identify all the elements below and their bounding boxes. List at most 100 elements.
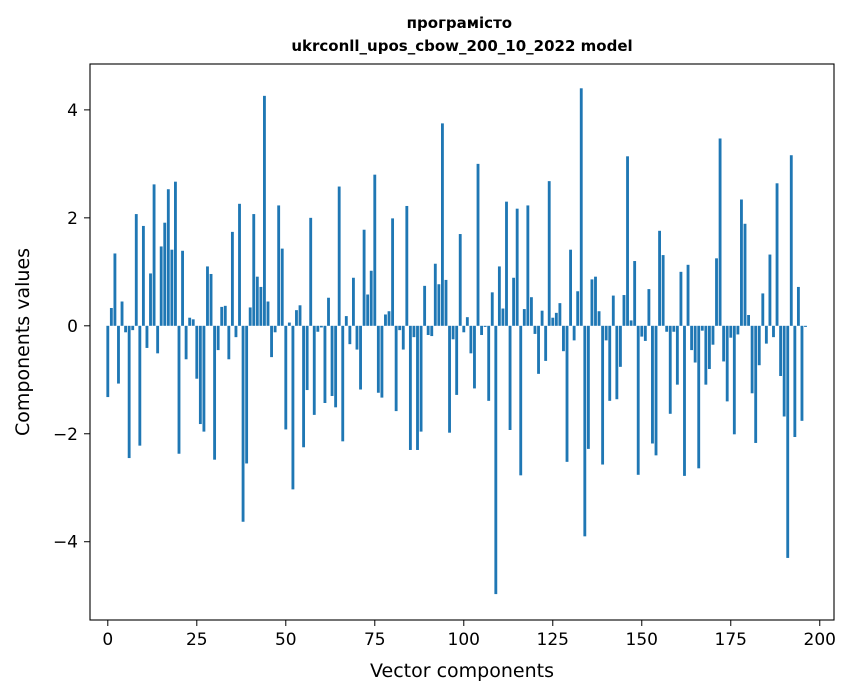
bar-179 — [743, 223, 747, 326]
bar-19 — [174, 181, 177, 326]
bar-30 — [213, 325, 217, 460]
bar-111 — [501, 308, 505, 326]
bar-51 — [287, 322, 291, 326]
bar-35 — [230, 231, 234, 326]
bar-180 — [747, 315, 750, 326]
bar-191 — [786, 325, 790, 558]
bar-120 — [533, 325, 537, 334]
bar-18 — [170, 249, 174, 326]
bar-136 — [590, 279, 594, 326]
bar-135 — [586, 325, 590, 449]
bar-170 — [711, 325, 715, 345]
bar-33 — [223, 305, 227, 326]
x-axis-ticks: 0 25 50 75 100 125 150 175 200 — [102, 620, 836, 650]
y-tick-label-0: 0 — [67, 317, 78, 337]
bar-52 — [291, 325, 295, 490]
bar-45 — [266, 301, 270, 326]
bar-38 — [241, 325, 245, 522]
bar-133 — [579, 88, 583, 326]
bar-130 — [569, 249, 572, 326]
bar-134 — [583, 325, 587, 537]
bar-22 — [184, 325, 188, 360]
bar-181 — [750, 325, 754, 394]
bar-132 — [576, 291, 580, 326]
bar-108 — [490, 292, 494, 326]
bar-49 — [280, 248, 284, 326]
bar-169 — [707, 325, 711, 369]
y-axis-ticks: −4 −2 0 2 4 — [53, 101, 90, 553]
bar-129 — [565, 325, 569, 462]
chart-title: програмісто ukrconll_upos_cbow_200_10_20… — [291, 14, 632, 55]
bar-81 — [394, 325, 398, 412]
bar-68 — [348, 325, 352, 345]
bar-171 — [715, 258, 718, 326]
bar-159 — [672, 325, 676, 332]
bar-74 — [369, 270, 373, 326]
bar-85 — [408, 325, 412, 450]
bar-156 — [661, 255, 665, 326]
bar-44 — [263, 95, 266, 326]
bar-83 — [401, 325, 405, 350]
x-tick-label-50: 50 — [275, 630, 297, 650]
bar-80 — [391, 218, 395, 326]
bar-182 — [754, 325, 758, 443]
bar-124 — [547, 181, 551, 326]
bar-118 — [526, 205, 530, 326]
bar-126 — [554, 312, 558, 326]
bar-21 — [181, 250, 184, 326]
bar-121 — [537, 325, 540, 374]
bar-161 — [679, 271, 683, 326]
bar-94 — [441, 123, 444, 326]
bar-146 — [626, 156, 629, 326]
bar-128 — [562, 325, 565, 352]
bar-79 — [387, 311, 391, 326]
bar-99 — [458, 234, 462, 326]
bar-174 — [725, 325, 729, 402]
bar-187 — [772, 325, 775, 338]
bar-88 — [419, 325, 423, 432]
x-tick-label-75: 75 — [364, 630, 386, 650]
bar-141 — [608, 325, 612, 401]
bar-86 — [412, 325, 416, 338]
bar-160 — [675, 325, 679, 385]
bar-56 — [305, 325, 309, 391]
bar-119 — [529, 297, 533, 326]
bar-55 — [302, 325, 306, 448]
bar-110 — [497, 266, 501, 326]
bar-96 — [448, 325, 451, 433]
bar-50 — [284, 325, 288, 430]
bar-10 — [141, 225, 145, 326]
bar-100 — [462, 325, 466, 333]
x-tick-label-150: 150 — [626, 630, 658, 650]
bar-138 — [597, 311, 601, 326]
bar-91 — [430, 325, 434, 337]
x-tick-label-175: 175 — [715, 630, 747, 650]
bar-109 — [494, 325, 498, 595]
bar-189 — [779, 325, 783, 377]
bar-31 — [216, 325, 220, 351]
bar-157 — [665, 325, 669, 332]
bar-127 — [558, 303, 562, 326]
bar-140 — [604, 325, 608, 341]
bar-117 — [522, 309, 526, 326]
bar-158 — [668, 325, 672, 414]
bar-17 — [166, 189, 170, 326]
bar-46 — [270, 325, 273, 358]
bar-95 — [444, 279, 448, 326]
bar-93 — [437, 284, 441, 326]
bar-61 — [323, 325, 327, 403]
y-tick-label-2: 2 — [67, 209, 78, 229]
bar-27 — [202, 325, 206, 432]
bar-143 — [615, 325, 619, 400]
bar-188 — [775, 183, 779, 326]
bar-72 — [362, 229, 366, 326]
bar-77 — [380, 325, 384, 398]
bar-183 — [757, 325, 761, 366]
bar-152 — [647, 289, 651, 326]
bar-48 — [277, 205, 281, 326]
bar-26 — [198, 325, 202, 425]
bar-40 — [248, 307, 252, 326]
bar-166 — [697, 325, 701, 469]
bar-113 — [508, 325, 512, 430]
